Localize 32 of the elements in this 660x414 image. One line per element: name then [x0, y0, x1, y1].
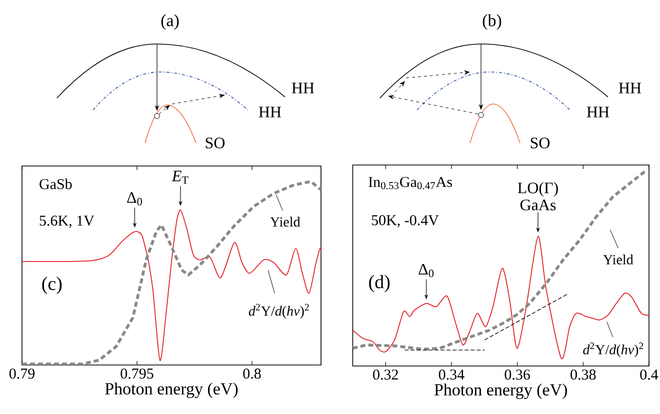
annotation: 50K, -0.4V	[372, 215, 439, 228]
annotation: In$_{0.53}$Ga$_{0.47}$As	[368, 176, 452, 190]
text: HH	[258, 106, 282, 118]
x-tick-label: 0.79	[9, 368, 35, 379]
annotation: (d)	[369, 274, 390, 292]
annotation: LO(Γ) GaAs	[518, 182, 558, 210]
series-label: Yield	[270, 216, 300, 227]
annotation: Δ$_{0}$	[418, 264, 434, 278]
x-tick-label: 0.795	[120, 368, 154, 379]
text: SO	[530, 138, 550, 148]
annotation: E$_{T}$	[172, 170, 188, 184]
x-tick-label: 0.36	[504, 370, 530, 380]
x-axis-title: Photon energy (eV)	[434, 384, 567, 400]
x-axis-title: Photon energy (eV)	[105, 382, 238, 398]
series-label: d$^{2}$Y/d(hv)$^{2}$	[583, 342, 644, 358]
x-tick-label: 0.4	[640, 370, 658, 380]
annotation: (c)	[42, 276, 62, 294]
annotation: Δ$_{0}$	[127, 192, 142, 206]
x-tick-label: 0.8	[243, 368, 261, 379]
x-tick-label: 0.34	[438, 370, 464, 380]
text: SO	[206, 138, 225, 148]
annotation: GaSb	[40, 178, 72, 190]
x-tick-label: 0.32	[373, 370, 398, 380]
text: HH	[618, 82, 642, 94]
annotation: 5.6K, 1V	[40, 216, 94, 228]
text: HH	[292, 82, 314, 94]
x-tick-label: 0.38	[570, 370, 596, 380]
text: (b)	[482, 14, 502, 30]
series-label: Yield	[603, 254, 634, 264]
text: HH	[586, 106, 610, 118]
text: (a)	[161, 14, 179, 30]
series-label: d$^{2}$Y/d(hν)$^{2}$	[248, 304, 309, 319]
